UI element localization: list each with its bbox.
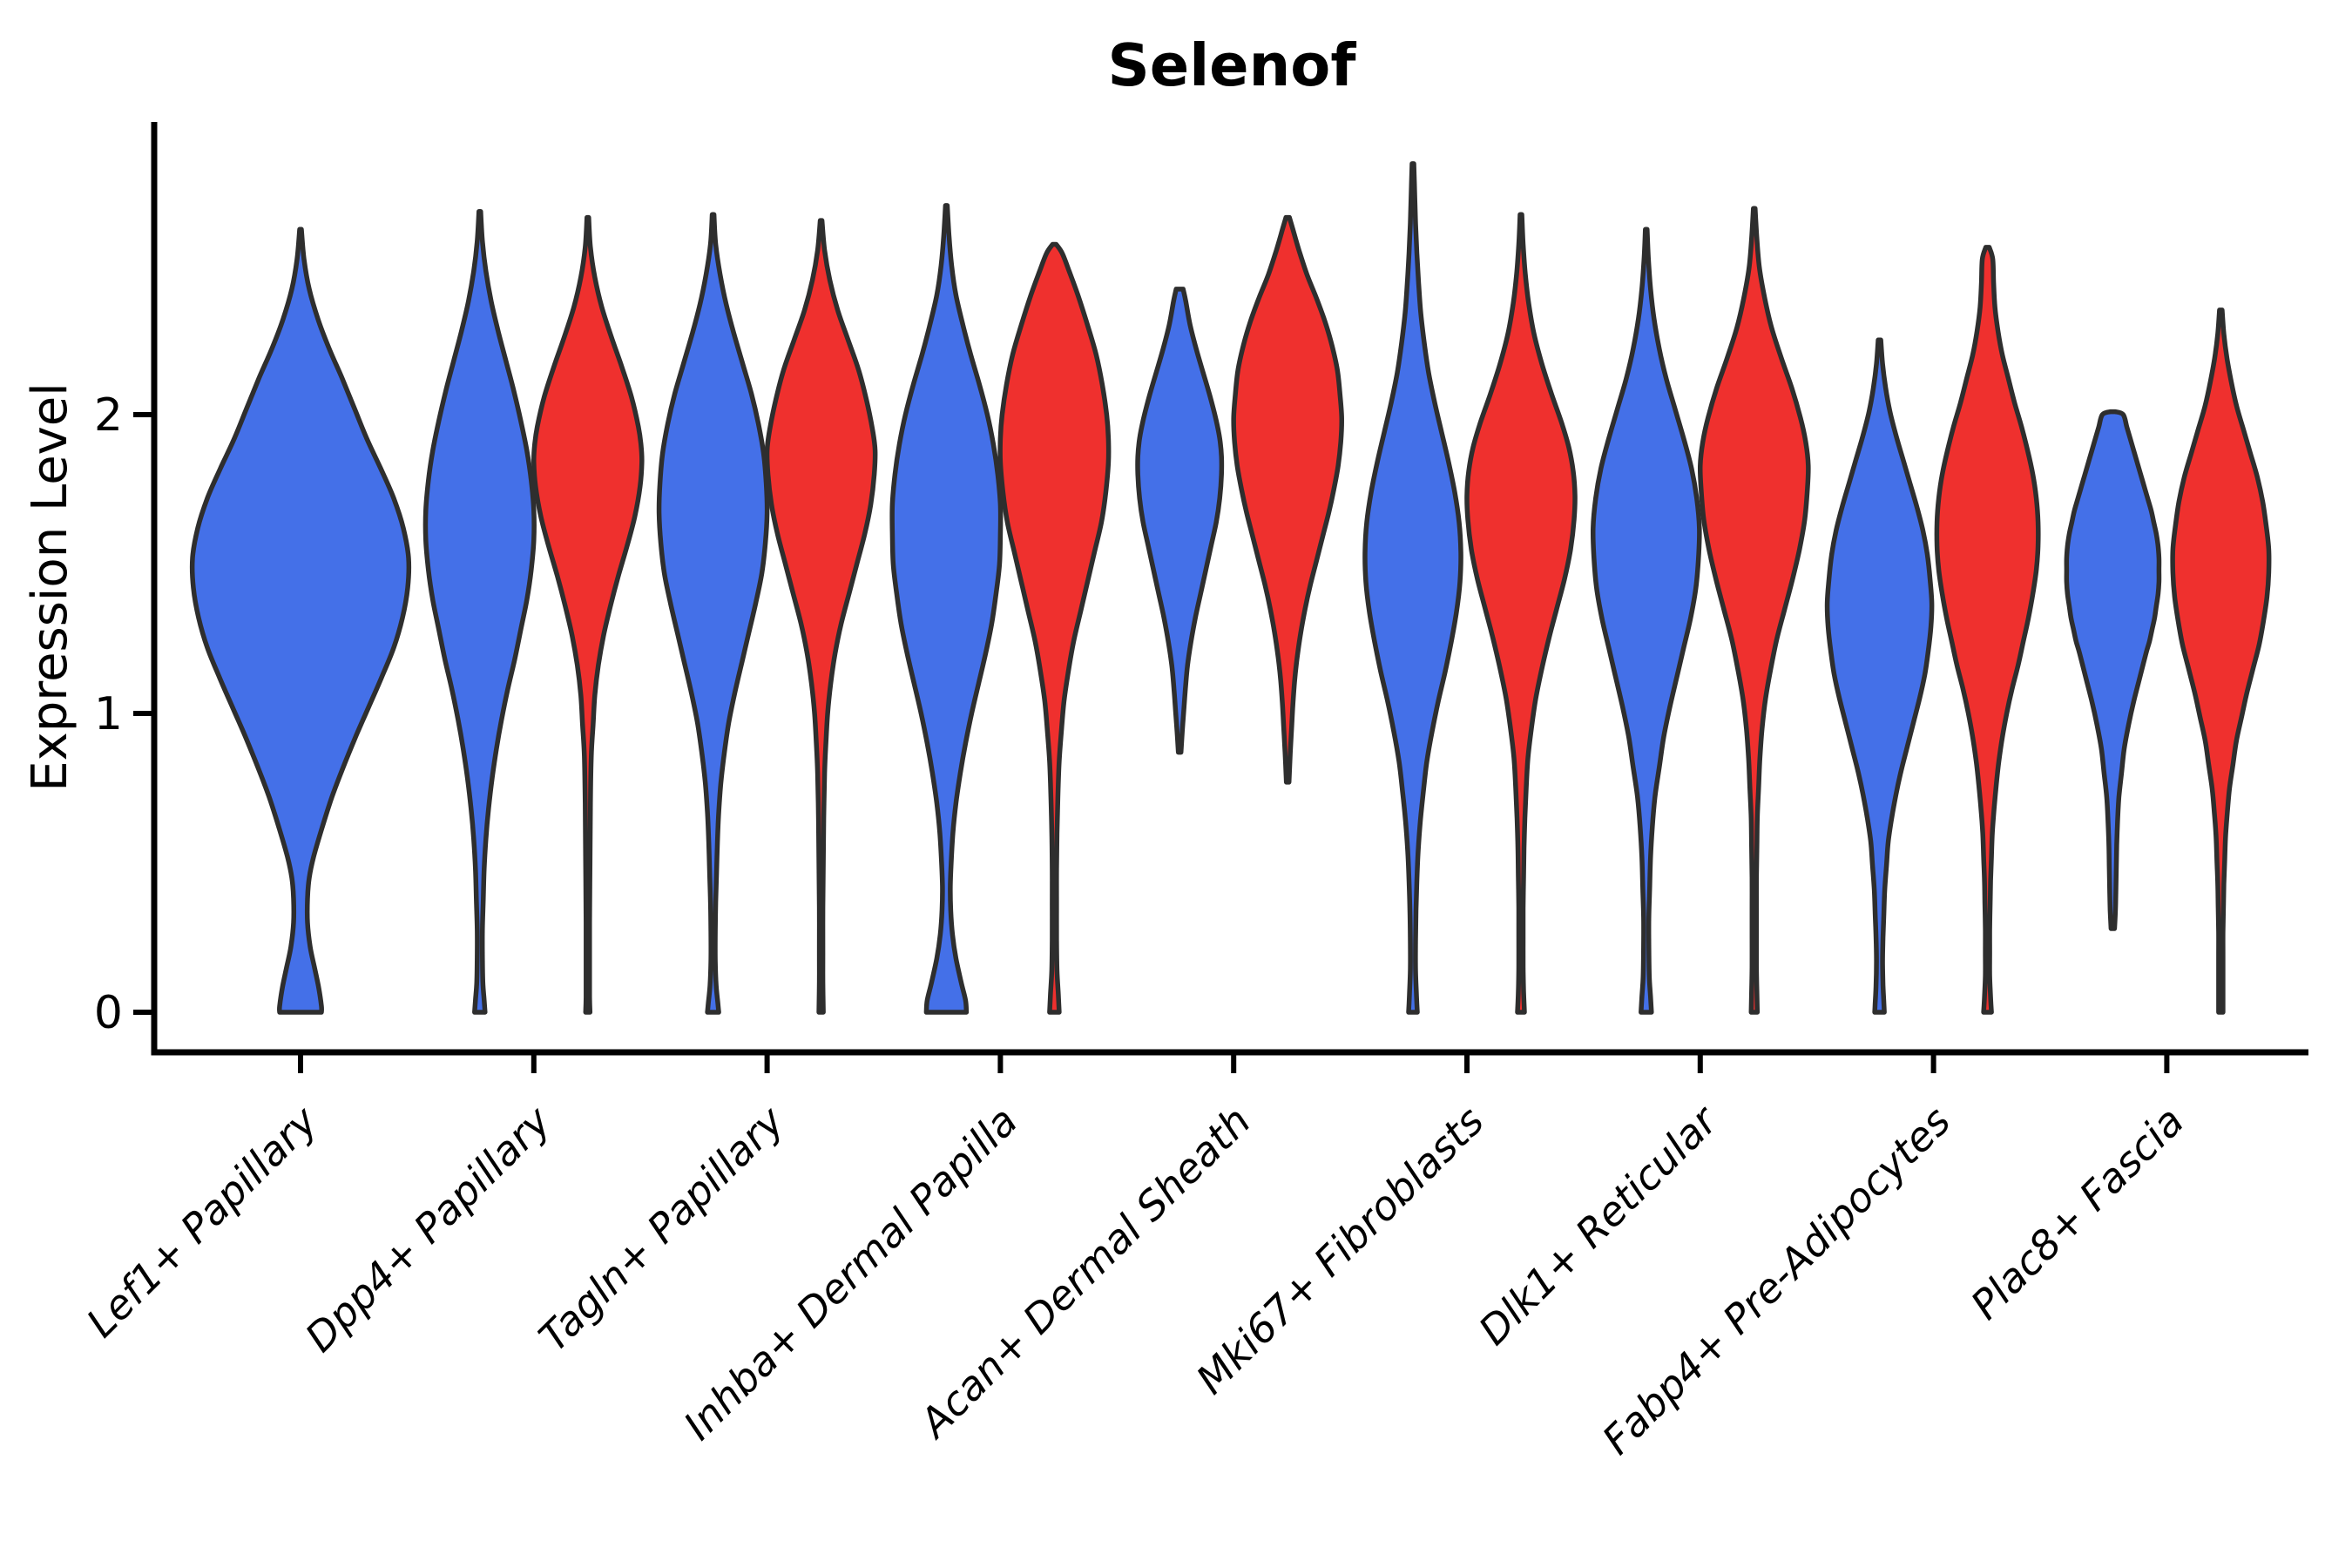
x-tick-label-lef1-papillary: Lef1+ Papillary — [78, 1097, 327, 1346]
violin-plac8-fascia-red — [2170, 308, 2272, 1015]
violin-lef1-papillary-blue — [189, 226, 412, 1015]
violin-dlk1-reticular-red — [1697, 206, 1811, 1015]
violin-inhba-dermal-papilla-blue — [889, 203, 1004, 1015]
chart-title: Selenof — [1108, 31, 1357, 99]
violins-layer — [189, 161, 2272, 1015]
violin-inhba-dermal-papilla-red — [997, 241, 1112, 1015]
violin-acan-dermal-sheath-blue — [1135, 287, 1225, 755]
violin-tagln-papillary-blue — [656, 212, 770, 1015]
x-tick-label-dpp4-papillary: Dpp4+ Papillary — [296, 1097, 560, 1361]
violin-mki67-fibroblasts-blue — [1362, 161, 1463, 1015]
violin-fabp4-pre-adipocytes-blue — [1824, 337, 1935, 1015]
x-tick-label-tagln-papillary: Tagln+ Papillary — [530, 1097, 794, 1361]
y-axis-label: Expression Level — [22, 382, 78, 792]
y-tick-label: 2 — [94, 389, 123, 442]
violin-fabp4-pre-adipocytes-red — [1934, 245, 2041, 1015]
violin-dpp4-papillary-blue — [422, 209, 537, 1015]
violin-tagln-papillary-red — [764, 218, 878, 1015]
violin-acan-dermal-sheath-red — [1231, 214, 1344, 785]
x-tick-label-plac8-fascia: Plac8+ Fascia — [1962, 1098, 2193, 1328]
violin-dlk1-reticular-blue — [1590, 226, 1702, 1015]
violin-mki67-fibroblasts-red — [1464, 212, 1578, 1015]
y-tick-label: 0 — [94, 987, 123, 1039]
x-tick-label-dlk1-reticular: Dlk1+ Reticular — [1470, 1095, 1728, 1354]
violin-dpp4-papillary-red — [531, 214, 645, 1015]
y-tick-label: 1 — [94, 688, 123, 740]
violin-plac8-fascia-blue — [2064, 409, 2162, 931]
